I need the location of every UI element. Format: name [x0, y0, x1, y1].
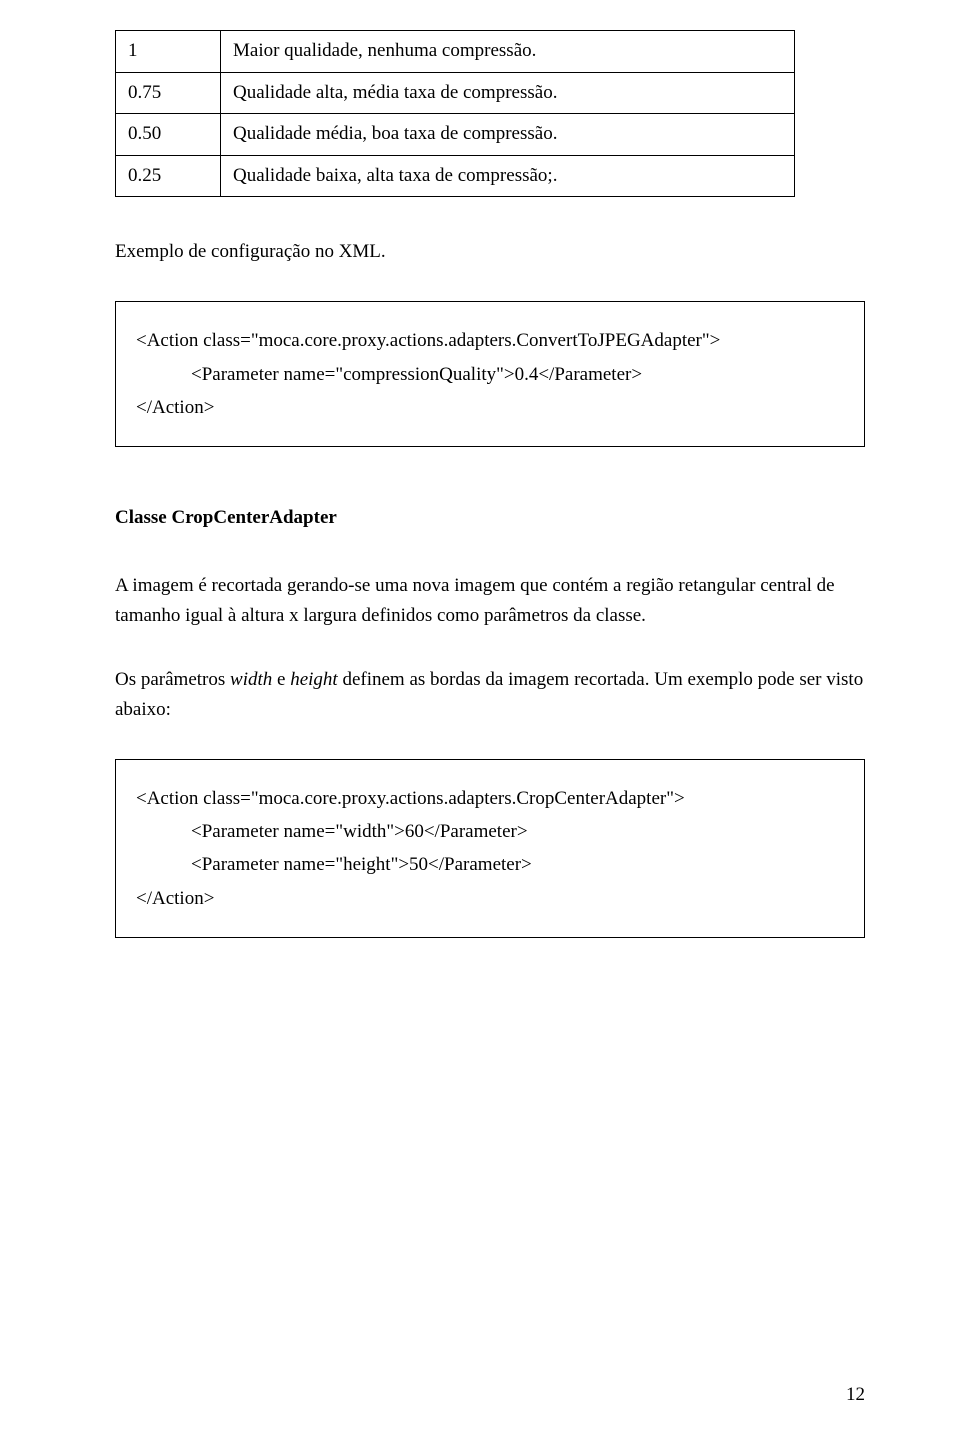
page: 1 Maior qualidade, nenhuma compressão. 0…: [0, 0, 960, 1436]
text: Os parâmetros: [115, 669, 230, 690]
page-number: 12: [846, 1384, 865, 1406]
code-line: <Action class="moca.core.proxy.actions.a…: [136, 324, 844, 357]
table-row: 1 Maior qualidade, nenhuma compressão.: [116, 31, 795, 73]
cell-key: 0.50: [116, 114, 221, 156]
paragraph: A imagem é recortada gerando-se uma nova…: [115, 571, 865, 630]
code-line: <Parameter name="width">60</Parameter>: [191, 815, 844, 848]
table-row: 0.75 Qualidade alta, média taxa de compr…: [116, 72, 795, 114]
intro-text: Exemplo de configuração no XML.: [115, 237, 865, 266]
code-example-1: <Action class="moca.core.proxy.actions.a…: [115, 301, 865, 447]
cell-desc: Qualidade média, boa taxa de compressão.: [221, 114, 795, 156]
code-example-2: <Action class="moca.core.proxy.actions.a…: [115, 759, 865, 938]
param-name-italic: width: [230, 669, 272, 690]
text: e: [272, 669, 290, 690]
param-name-italic: height: [290, 669, 338, 690]
code-line: <Action class="moca.core.proxy.actions.a…: [136, 782, 844, 815]
cell-desc: Maior qualidade, nenhuma compressão.: [221, 31, 795, 73]
code-line: </Action>: [136, 882, 844, 915]
code-line: </Action>: [136, 391, 844, 424]
code-line: <Parameter name="compressionQuality">0.4…: [191, 358, 844, 391]
paragraph: Os parâmetros width e height definem as …: [115, 665, 865, 724]
code-line: <Parameter name="height">50</Parameter>: [191, 848, 844, 881]
cell-key: 0.25: [116, 155, 221, 197]
cell-desc: Qualidade baixa, alta taxa de compressão…: [221, 155, 795, 197]
quality-table: 1 Maior qualidade, nenhuma compressão. 0…: [115, 30, 795, 197]
cell-key: 1: [116, 31, 221, 73]
cell-desc: Qualidade alta, média taxa de compressão…: [221, 72, 795, 114]
cell-key: 0.75: [116, 72, 221, 114]
table-row: 0.50 Qualidade média, boa taxa de compre…: [116, 114, 795, 156]
table-row: 0.25 Qualidade baixa, alta taxa de compr…: [116, 155, 795, 197]
section-heading: Classe CropCenterAdapter: [115, 507, 865, 529]
